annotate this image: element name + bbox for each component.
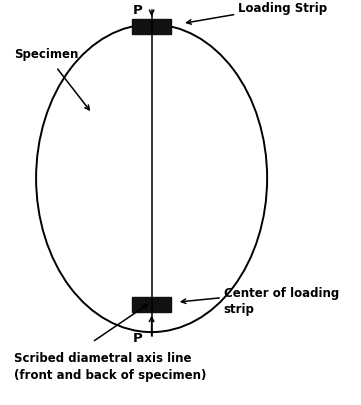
Bar xyxy=(132,19,171,34)
Text: P: P xyxy=(133,333,143,345)
Text: Loading Strip: Loading Strip xyxy=(238,2,327,15)
Text: Scribed diametral axis line: Scribed diametral axis line xyxy=(14,352,192,365)
Text: Center of loading: Center of loading xyxy=(224,287,339,300)
Text: strip: strip xyxy=(224,303,255,316)
Text: (front and back of specimen): (front and back of specimen) xyxy=(14,369,207,382)
Text: P: P xyxy=(133,4,143,17)
Bar xyxy=(132,297,171,312)
Text: Specimen: Specimen xyxy=(14,48,79,61)
